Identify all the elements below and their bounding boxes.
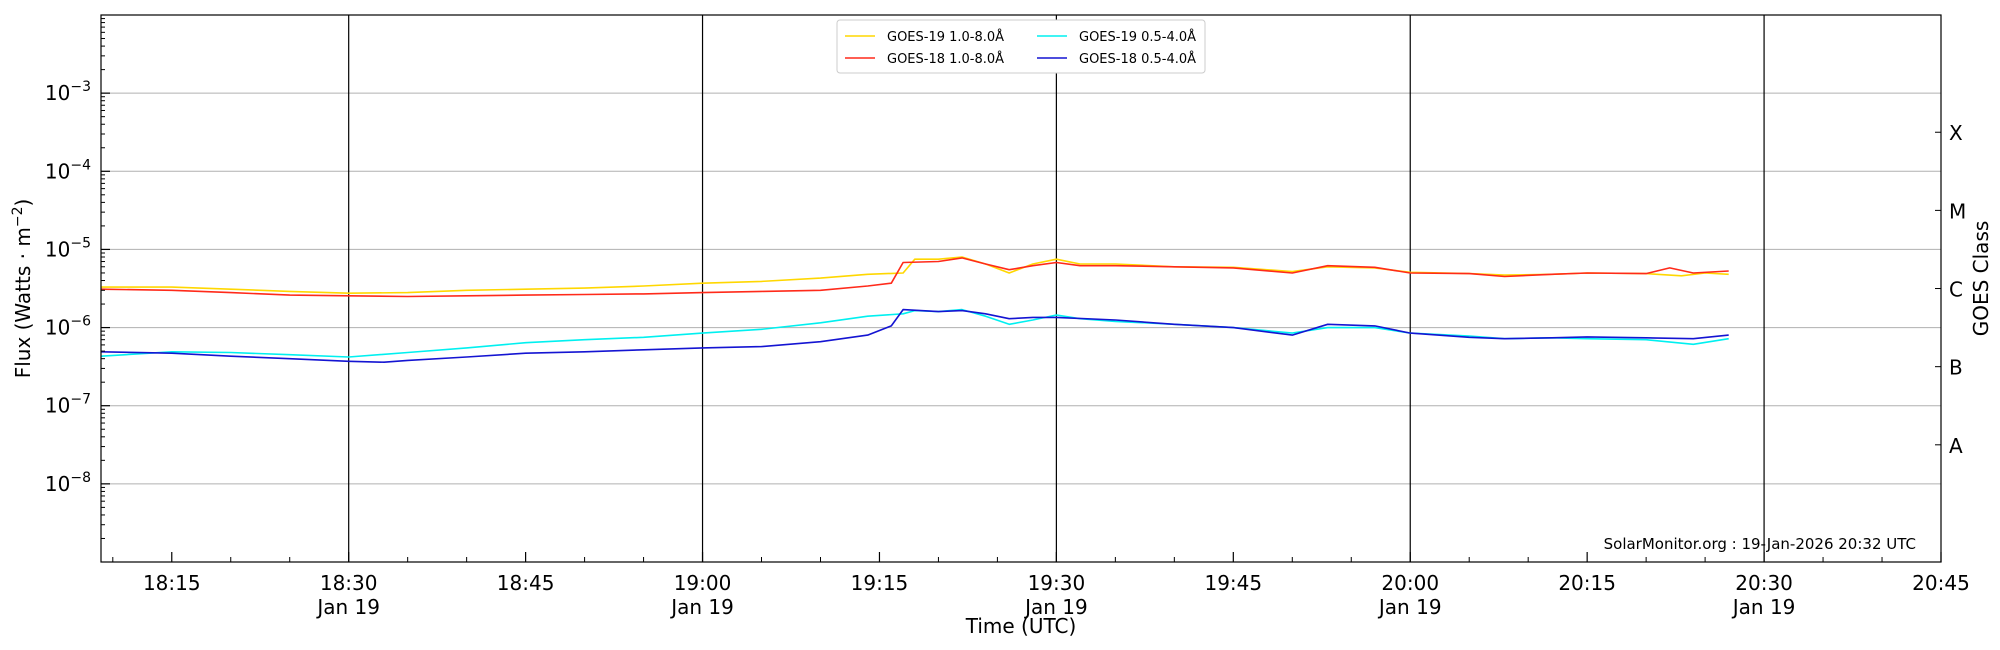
axis-ticks	[101, 18, 1942, 562]
x-tick-label: 19:15	[851, 571, 909, 595]
goes-class-label: A	[1949, 434, 1963, 458]
y-tick-label-base: 10	[45, 394, 70, 418]
y-tick-label-exponent: −5	[70, 235, 91, 251]
legend-label: GOES-19 1.0-8.0Å	[887, 29, 1004, 45]
y-tick-label-base: 10	[45, 237, 70, 261]
y-axis-title-exponent: −2	[10, 207, 26, 228]
x-tick-label: 19:45	[1204, 571, 1262, 595]
y-tick-label-exponent: −7	[70, 392, 91, 408]
y-tick-label: 10−5	[45, 235, 91, 261]
y-axis-title: Flux (Watts · m−2)	[10, 199, 35, 379]
y-tick-label-exponent: −8	[70, 470, 91, 486]
legend-label: GOES-18 1.0-8.0Å	[887, 51, 1004, 67]
x-tick-label: 20:00	[1381, 571, 1439, 595]
credit-text: SolarMonitor.org : 19-Jan-2026 20:32 UTC	[1604, 535, 1916, 553]
y-tick-label: 10−3	[45, 79, 91, 105]
y-tick-label-base: 10	[45, 81, 70, 105]
x-tick-label: 18:45	[497, 571, 555, 595]
y-axis-title-main: Flux (Watts · m	[11, 227, 35, 378]
legend: GOES-19 1.0-8.0Å GOES-19 0.5-4.0Å GOES-18 …	[836, 19, 1206, 74]
x-tick-label: 19:30	[1028, 571, 1086, 595]
goes-class-label: M	[1949, 199, 1966, 223]
x-axis-title: Time (UTC)	[965, 614, 1077, 638]
series-line	[100, 308, 1729, 358]
goes-class-label: X	[1949, 121, 1963, 145]
series-line	[100, 308, 1729, 363]
legend-label: GOES-19 0.5-4.0Å	[1079, 29, 1196, 45]
y-tick-label-exponent: −6	[70, 314, 91, 330]
x-tick-label: 20:30	[1735, 571, 1793, 595]
grid-lines	[101, 92, 1941, 485]
y-tick-label: 10−8	[45, 470, 91, 496]
x-tick-date-label: Jan 19	[1731, 595, 1796, 619]
x-tick-label: 18:15	[143, 571, 201, 595]
x-tick-date-label: Jan 19	[669, 595, 734, 619]
day-marker-lines	[348, 15, 1765, 562]
x-tick-date-label: Jan 19	[1023, 595, 1088, 619]
y-tick-label-exponent: −4	[70, 157, 91, 173]
goes-class-label: C	[1949, 278, 1963, 302]
y-tick-label-base: 10	[45, 472, 70, 496]
series-lines	[100, 256, 1729, 363]
x-tick-label: 20:45	[1912, 571, 1970, 595]
y-axis-title-close: )	[11, 199, 35, 207]
x-tick-date-label: Jan 19	[1377, 595, 1442, 619]
legend-box	[836, 19, 1206, 74]
legend-label: GOES-18 0.5-4.0Å	[1079, 51, 1196, 67]
y-tick-label: 10−7	[45, 392, 91, 418]
plot-frame	[100, 14, 1942, 563]
series-line	[100, 257, 1729, 298]
y-tick-label: 10−6	[45, 314, 91, 340]
y-tick-label-base: 10	[45, 316, 70, 340]
x-tick-date-label: Jan 19	[315, 595, 380, 619]
x-tick-label: 19:00	[674, 571, 732, 595]
x-tick-label: 18:30	[320, 571, 378, 595]
goes-class-axis-title: GOES Class	[1969, 221, 1993, 337]
x-tick-label: 20:15	[1558, 571, 1616, 595]
y-tick-label: 10−4	[45, 157, 91, 183]
y-tick-label-exponent: −3	[70, 79, 91, 95]
series-line	[101, 256, 1729, 294]
y-tick-label-base: 10	[45, 159, 70, 183]
goes-class-label: B	[1949, 356, 1963, 380]
